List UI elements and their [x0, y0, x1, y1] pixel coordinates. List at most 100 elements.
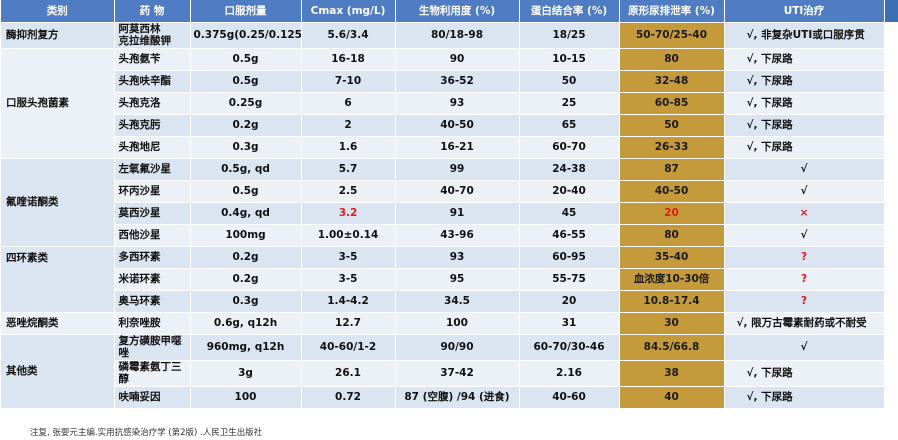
- bio-cell: 87 (空腹) /94 (进食): [395, 386, 520, 409]
- table-row: 恶唑烷酮类 利奈唑胺 0.6g, q12h 12.7 100 31 30 √, …: [1, 312, 885, 335]
- pb-cell: 25: [519, 92, 620, 115]
- drug-cell: 呋喃妥因: [114, 386, 191, 409]
- header-bioavailability: 生物利用度 (%): [395, 0, 520, 23]
- cmax-cell: 1.6: [301, 136, 396, 159]
- drug-cell: 头孢克肟: [114, 114, 191, 137]
- table-row: 莫西沙星 0.4g, qd 3.2 91 45 20 ×: [1, 202, 885, 225]
- urine-cell: 84.5/66.8: [619, 334, 725, 361]
- drug-cell: 环丙沙星: [114, 180, 191, 203]
- table-row: 氟喹诺酮类 左氧氟沙星 0.5g, qd 5.7 99 24-38 87 √: [1, 158, 885, 247]
- bio-cell: 40-50: [395, 114, 520, 137]
- cmax-cell: 1.4-4.2: [301, 290, 396, 313]
- drug-name-line1: 阿莫西林: [118, 23, 161, 35]
- uti-cell: √, 下尿路: [724, 70, 885, 93]
- cmax-cell: 12.7: [301, 312, 396, 335]
- uti-cell: √: [724, 334, 885, 361]
- cmax-cell: 1.00±0.14: [301, 224, 396, 247]
- dose-cell: 0.2g: [190, 268, 302, 291]
- table-row: 酶抑剂复方 阿莫西林 克拉维酸钾 0.375g(0.25/0.125) 5.6/…: [1, 22, 885, 49]
- table-row: 头孢呋辛酯 0.5g 7-10 36-52 50 32-48 √, 下尿路: [1, 70, 885, 93]
- uti-cell: √, 下尿路: [724, 114, 885, 137]
- cmax-cell: 5.6/3.4: [301, 22, 396, 49]
- dose-cell: 0.375g(0.25/0.125): [190, 22, 302, 49]
- drug-cell: 阿莫西林 克拉维酸钾: [114, 22, 191, 49]
- bio-cell: 36-52: [395, 70, 520, 93]
- pb-cell: 18/25: [519, 22, 620, 49]
- urine-cell: 40-50: [619, 180, 725, 203]
- header-category: 类别: [1, 0, 115, 23]
- bio-cell: 95: [395, 268, 520, 291]
- pb-cell: 60-95: [519, 246, 620, 269]
- drug-cell: 左氧氟沙星: [114, 158, 191, 181]
- urine-cell: 80: [619, 224, 725, 247]
- drug-cell: 头孢克洛: [114, 92, 191, 115]
- drug-cell: 米诺环素: [114, 268, 191, 291]
- header-drug: 药 物: [114, 0, 191, 23]
- pb-cell: 10-15: [519, 48, 620, 71]
- header-protein-binding: 蛋白结合率 (%): [519, 0, 620, 23]
- dose-cell: 0.3g: [190, 290, 302, 313]
- cmax-cell: 3-5: [301, 246, 396, 269]
- dose-cell: 0.5g, qd: [190, 158, 302, 181]
- drug-cell: 头孢地尼: [114, 136, 191, 159]
- table-row: 头孢克肟 0.2g 2 40-50 65 50 √, 下尿路: [1, 114, 885, 137]
- uti-cell: ×: [724, 202, 885, 225]
- uti-cell: ?: [724, 290, 885, 313]
- drug-cell: 头孢呋辛酯: [114, 70, 191, 93]
- cmax-cell: 2.5: [301, 180, 396, 203]
- uti-cell: √, 下尿路: [724, 360, 885, 387]
- drug-cell: 磷霉素氨丁三醇: [114, 360, 191, 387]
- header-dose: 口服剂量: [190, 0, 302, 23]
- cmax-cell: 40-60/1-2: [301, 334, 396, 361]
- uti-cell: √: [724, 158, 885, 181]
- dose-cell: 100mg: [190, 224, 302, 247]
- urine-cell: 26-33: [619, 136, 725, 159]
- header-row: 类别 药 物 口服剂量 Cmax (mg/L) 生物利用度 (%) 蛋白结合率 …: [1, 0, 885, 23]
- drug-cell: 西他沙星: [114, 224, 191, 247]
- bio-cell: 90/90: [395, 334, 520, 361]
- dose-cell: 0.25g: [190, 92, 302, 115]
- urine-cell: 10.8-17.4: [619, 290, 725, 313]
- cmax-cell: 7-10: [301, 70, 396, 93]
- table-row: 西他沙星 100mg 1.00±0.14 43-96 46-55 80 √: [1, 224, 885, 247]
- bio-cell: 90: [395, 48, 520, 71]
- cmax-cell: 2: [301, 114, 396, 137]
- urine-cell: 60-85: [619, 92, 725, 115]
- footnote: 注复, 张婴元主编.实用抗感染治疗学 (第2版) .人民卫生出版社: [30, 428, 263, 438]
- bio-cell: 16-21: [395, 136, 520, 159]
- urine-cell: 血浓度10-30倍: [619, 268, 725, 291]
- cmax-cell: 5.7: [301, 158, 396, 181]
- urine-cell: 80: [619, 48, 725, 71]
- category-cell: 氟喹诺酮类: [1, 158, 115, 247]
- dose-cell: 0.2g: [190, 114, 302, 137]
- table-row: 环丙沙星 0.5g 2.5 40-70 20-40 40-50 √: [1, 180, 885, 203]
- header-cmax: Cmax (mg/L): [301, 0, 396, 23]
- uti-cell: √, 非复杂UTI或口服序贯: [724, 22, 885, 49]
- table-row: 四环素类 多西环素 0.2g 3-5 93 60-95 35-40 ?: [1, 246, 885, 313]
- drug-name-line2: 克拉维酸钾: [118, 35, 172, 47]
- table-row: 口服头孢菌素 头孢氨苄 0.5g 16-18 90 10-15 80 √, 下尿…: [1, 48, 885, 159]
- dose-cell: 3g: [190, 360, 302, 387]
- bio-cell: 40-70: [395, 180, 520, 203]
- table-row: 头孢克洛 0.25g 6 93 25 60-85 √, 下尿路: [1, 92, 885, 115]
- dose-cell: 960mg, q12h: [190, 334, 302, 361]
- pb-cell: 40-60: [519, 386, 620, 409]
- bio-cell: 99: [395, 158, 520, 181]
- category-cell: 其他类: [1, 334, 115, 409]
- urine-cell: 50-70/25-40: [619, 22, 725, 49]
- header-uti: UTI治疗: [724, 0, 885, 23]
- table-row: 呋喃妥因 100 0.72 87 (空腹) /94 (进食) 40-60 40 …: [1, 386, 885, 409]
- table-row: 磷霉素氨丁三醇 3g 26.1 37-42 2.16 38 √, 下尿路: [1, 360, 885, 387]
- uti-cell: √, 限万古霉素耐药或不耐受: [724, 312, 885, 335]
- uti-cell: ?: [724, 246, 885, 269]
- pb-cell: 60-70: [519, 136, 620, 159]
- urine-cell: 20: [619, 202, 725, 225]
- cmax-cell: 6: [301, 92, 396, 115]
- cmax-cell: 26.1: [301, 360, 396, 387]
- pb-cell: 2.16: [519, 360, 620, 387]
- pb-cell: 24-38: [519, 158, 620, 181]
- uti-cell: √, 下尿路: [724, 48, 885, 71]
- dose-cell: 100: [190, 386, 302, 409]
- urine-cell: 32-48: [619, 70, 725, 93]
- drug-cell: 莫西沙星: [114, 202, 191, 225]
